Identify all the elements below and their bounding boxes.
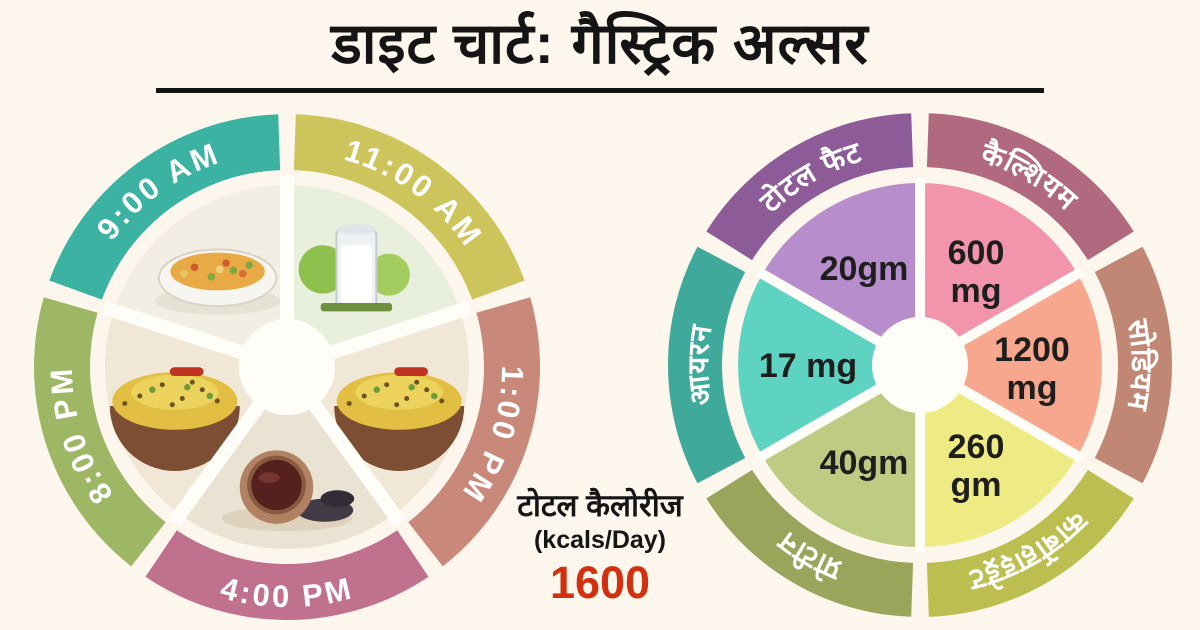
title-underline	[156, 88, 1044, 93]
nutrient-ring-segment	[668, 246, 746, 484]
nutrient-wedge	[762, 365, 920, 547]
nutrient-ring-segment	[1094, 246, 1172, 484]
meal-ring-segment	[33, 297, 166, 567]
meal-ring-segment	[49, 114, 281, 300]
nutrient-wedge	[738, 274, 920, 456]
meal-clock-chart: 9:00 AM 11:00 AM1:00 PM4:00 PM8:00 PM	[33, 114, 541, 620]
meal-wedge	[180, 367, 394, 549]
food-illustration-milk-glass-with-green-apples	[298, 224, 410, 312]
food-illustration-vegetable-soup	[154, 248, 281, 315]
nutrient-value-label: 260 gm	[948, 428, 1005, 504]
meal-ring-segment	[145, 530, 429, 620]
total-calories-unit: (kcals/Day)	[533, 525, 667, 554]
page-title: डाइट चार्ट: गैस्ट्रिक अल्सर	[331, 12, 869, 76]
nutrient-wedge	[762, 183, 920, 365]
nutrient-value-label: 1200 mg	[994, 331, 1070, 407]
nutrient-ring-label: आयरन	[683, 322, 719, 407]
total-calories-block: टोटल कैलोरीज (kcals/Day) 1600	[450, 488, 750, 608]
food-illustration-khichdi-bowl	[109, 367, 240, 471]
meal-clock-hub	[239, 319, 335, 415]
nutrient-value-label: 17 mg	[759, 347, 857, 385]
food-illustration-khichdi-bowl	[334, 367, 465, 471]
total-calories-value: 1600	[549, 556, 651, 608]
meal-ring-segment	[293, 114, 525, 300]
food-illustration-tea-cup-with-leaves	[221, 450, 355, 532]
nutrient-value-label: 20gm	[820, 250, 909, 288]
nutrient-ring-segment	[706, 469, 914, 617]
nutrient-value-label: 600 mg	[948, 234, 1005, 310]
nutrient-value-label: 40gm	[820, 444, 909, 482]
nutrient-wedge	[920, 274, 1102, 456]
total-calories-label: टोटल कैलोरीज	[517, 488, 683, 523]
nutrient-pie-hub	[872, 317, 968, 413]
nutrient-ring-segment	[926, 469, 1134, 617]
nutrient-wedge	[920, 365, 1078, 547]
nutrient-wedge	[920, 183, 1078, 365]
nutrient-ring-segment	[706, 113, 914, 261]
nutrient-ring-segment	[926, 113, 1134, 261]
meal-ring-segment	[408, 297, 541, 567]
nutrient-ring-label: सोडियम	[1121, 316, 1160, 413]
